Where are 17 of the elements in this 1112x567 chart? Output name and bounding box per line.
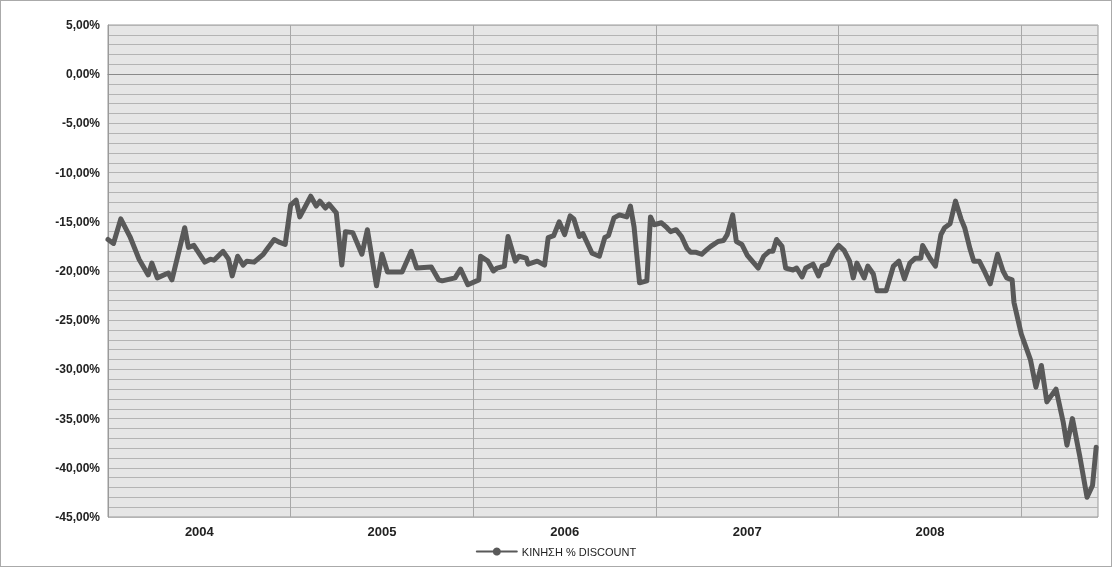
y-tick-label: -15,00% (55, 214, 101, 229)
x-tick-label: 2005 (367, 524, 397, 539)
y-tick-label: -30,00% (55, 362, 101, 377)
y-tick-label: -40,00% (55, 460, 101, 475)
y-tick-label: -10,00% (55, 165, 101, 180)
y-tick-label: -20,00% (55, 264, 101, 278)
legend-label: ΚΙΝΗΣΗ % DISCOUNT (521, 545, 637, 558)
y-tick-label: -25,00% (55, 313, 101, 328)
y-tick-label: -35,00% (55, 411, 101, 426)
y-tick-label: 0,00% (65, 67, 101, 82)
x-tick-label: 2008 (915, 524, 945, 539)
x-tick-label: 2004 (184, 524, 215, 539)
x-tick-label: 2006 (550, 524, 580, 539)
y-tick-label: -5,00% (61, 116, 101, 131)
y-tick-label: 5,00% (65, 18, 101, 32)
y-tick-label: -45,00% (55, 510, 101, 524)
x-tick-label: 2007 (732, 524, 762, 539)
